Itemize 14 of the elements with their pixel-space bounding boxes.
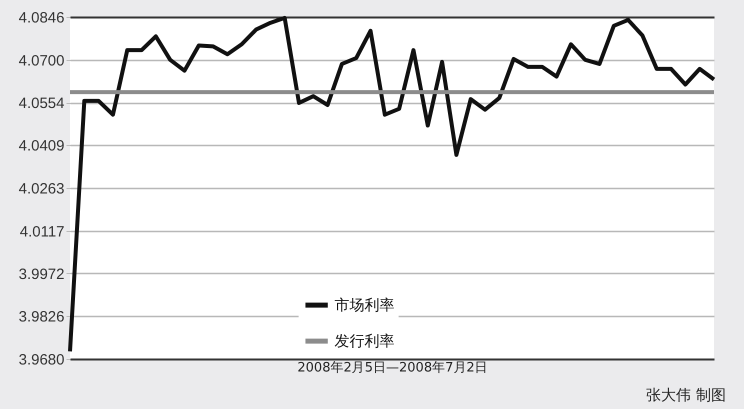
line-series bbox=[68, 16, 716, 354]
y-tick-label: 4.0700 bbox=[18, 52, 64, 70]
y-tick-label: 4.0846 bbox=[18, 10, 64, 26]
y-tick-label: 4.0554 bbox=[18, 95, 64, 112]
text: 张大伟 制图 bbox=[646, 386, 726, 405]
y-tick-label: 4.0409 bbox=[18, 138, 64, 155]
y-tick-label: 3.9826 bbox=[18, 308, 64, 326]
legend-label: 发行利率 bbox=[334, 332, 395, 350]
y-tick-label: 3.9680 bbox=[18, 352, 64, 368]
legend-label: 市场利率 bbox=[334, 296, 395, 314]
y-tick-label: 4.0263 bbox=[18, 180, 64, 198]
y-tick-label: 4.0117 bbox=[20, 223, 64, 240]
x-axis-title: 2008年2月5日—2008年7月2日 bbox=[297, 360, 488, 376]
y-tick-label: 3.9972 bbox=[18, 266, 64, 283]
